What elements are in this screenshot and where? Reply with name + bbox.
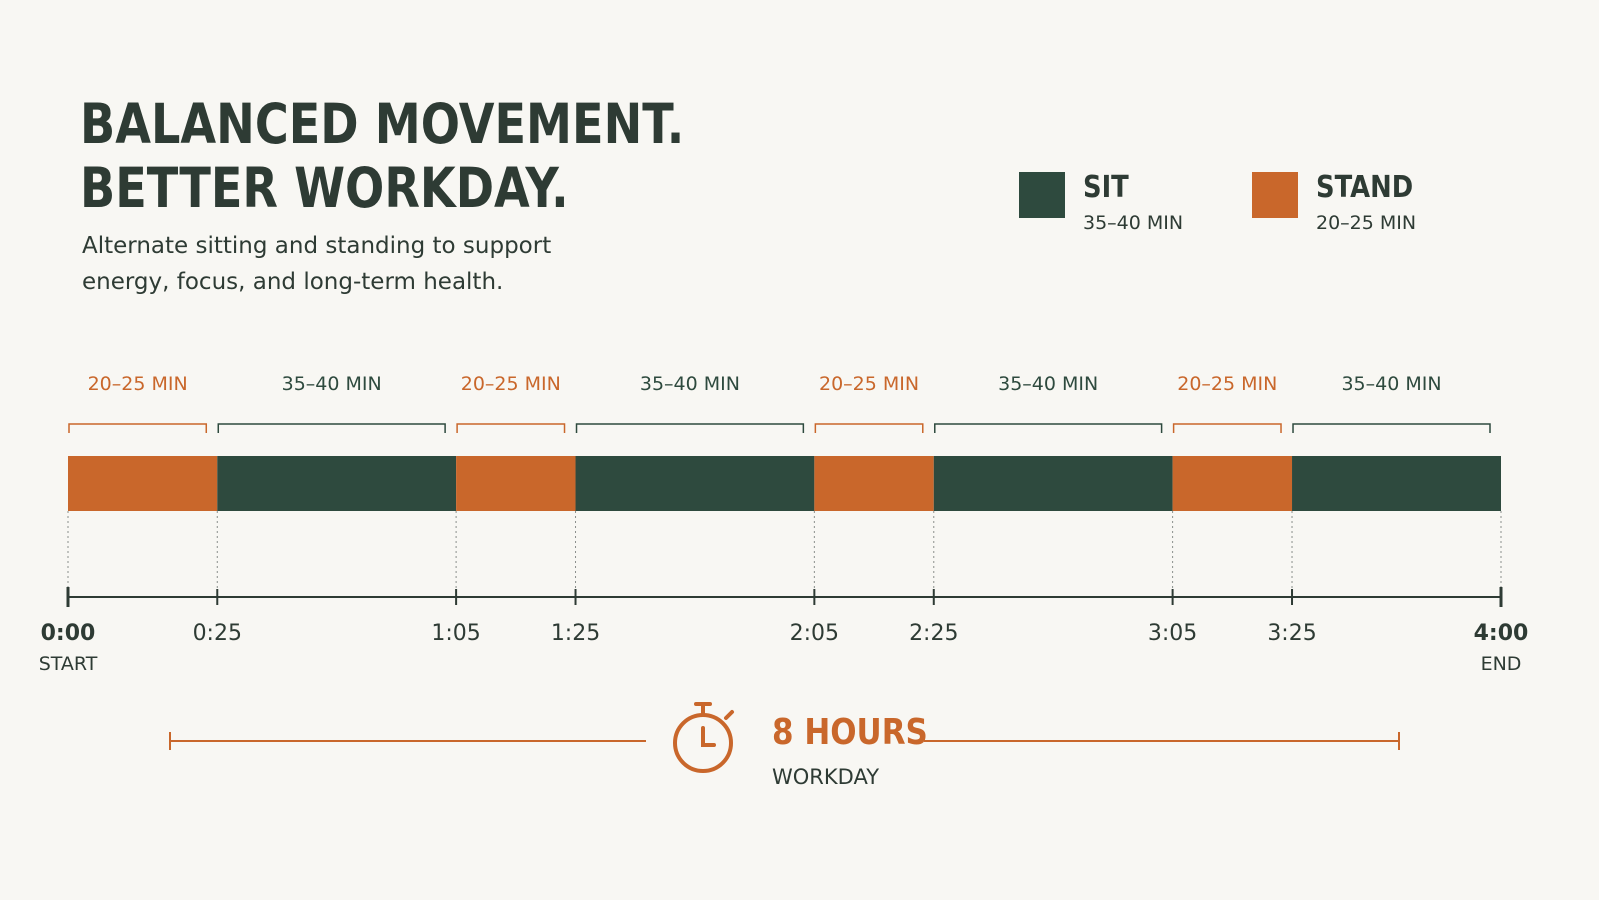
segment-duration-label: 35–40 MIN	[282, 373, 382, 395]
segment-duration-label: 20–25 MIN	[461, 373, 561, 395]
segment-bracket	[575, 423, 805, 433]
title-line-1: BALANCED MOVEMENT.	[80, 92, 685, 156]
segment-duration-label: 35–40 MIN	[998, 373, 1098, 395]
tick-label: 2:05	[790, 621, 839, 646]
title-line-2: BETTER WORKDAY.	[80, 156, 569, 220]
segment-stand	[814, 456, 934, 511]
segment-sit	[575, 456, 815, 511]
segment-stand	[68, 456, 218, 511]
legend-swatch-stand	[1252, 172, 1298, 218]
legend-label-sit: SIT	[1083, 170, 1129, 205]
tick-label: 4:00	[1474, 621, 1529, 646]
tick-label: 3:05	[1148, 621, 1197, 646]
segment-bracket	[68, 423, 208, 433]
tick-label: 3:25	[1267, 621, 1316, 646]
legend-swatch-sit	[1019, 172, 1065, 218]
page-title: BALANCED MOVEMENT. BETTER WORKDAY.	[80, 92, 684, 220]
segment-bracket	[934, 423, 1163, 433]
legend-label-stand: STAND	[1316, 170, 1414, 205]
stopwatch-icon	[673, 702, 734, 773]
segment-duration-label: 35–40 MIN	[640, 373, 740, 395]
segment-sit	[1292, 456, 1501, 511]
segment-duration-label: 20–25 MIN	[819, 373, 919, 395]
tick-label: 2:25	[909, 621, 958, 646]
tick-sublabel: START	[39, 653, 98, 675]
segment-duration-label: 35–40 MIN	[1341, 373, 1441, 395]
legend-duration-stand: 20–25 MIN	[1316, 212, 1417, 234]
segment-bracket	[814, 423, 924, 433]
subtitle: Alternate sitting and standing to suppor…	[82, 233, 552, 295]
tick-label: 0:00	[41, 621, 96, 646]
segment-bracket	[1172, 423, 1282, 433]
workday-hours: 8 HOURS	[772, 712, 928, 753]
segment-duration-label: 20–25 MIN	[88, 373, 188, 395]
tick-sublabel: END	[1481, 653, 1522, 675]
segment-sit	[933, 456, 1173, 511]
tick-label: 0:25	[193, 621, 242, 646]
segment-bracket	[456, 423, 566, 433]
segment-bracket	[217, 423, 446, 433]
segment-sit	[217, 456, 457, 511]
legend-duration-sit: 35–40 MIN	[1083, 212, 1184, 234]
tick-label: 1:05	[431, 621, 480, 646]
segment-bracket	[1292, 423, 1491, 433]
workday-label: WORKDAY	[772, 765, 880, 789]
segment-stand	[1172, 456, 1293, 511]
segment-duration-label: 20–25 MIN	[1177, 373, 1277, 395]
segment-stand	[456, 456, 576, 511]
tick-label: 1:25	[551, 621, 600, 646]
